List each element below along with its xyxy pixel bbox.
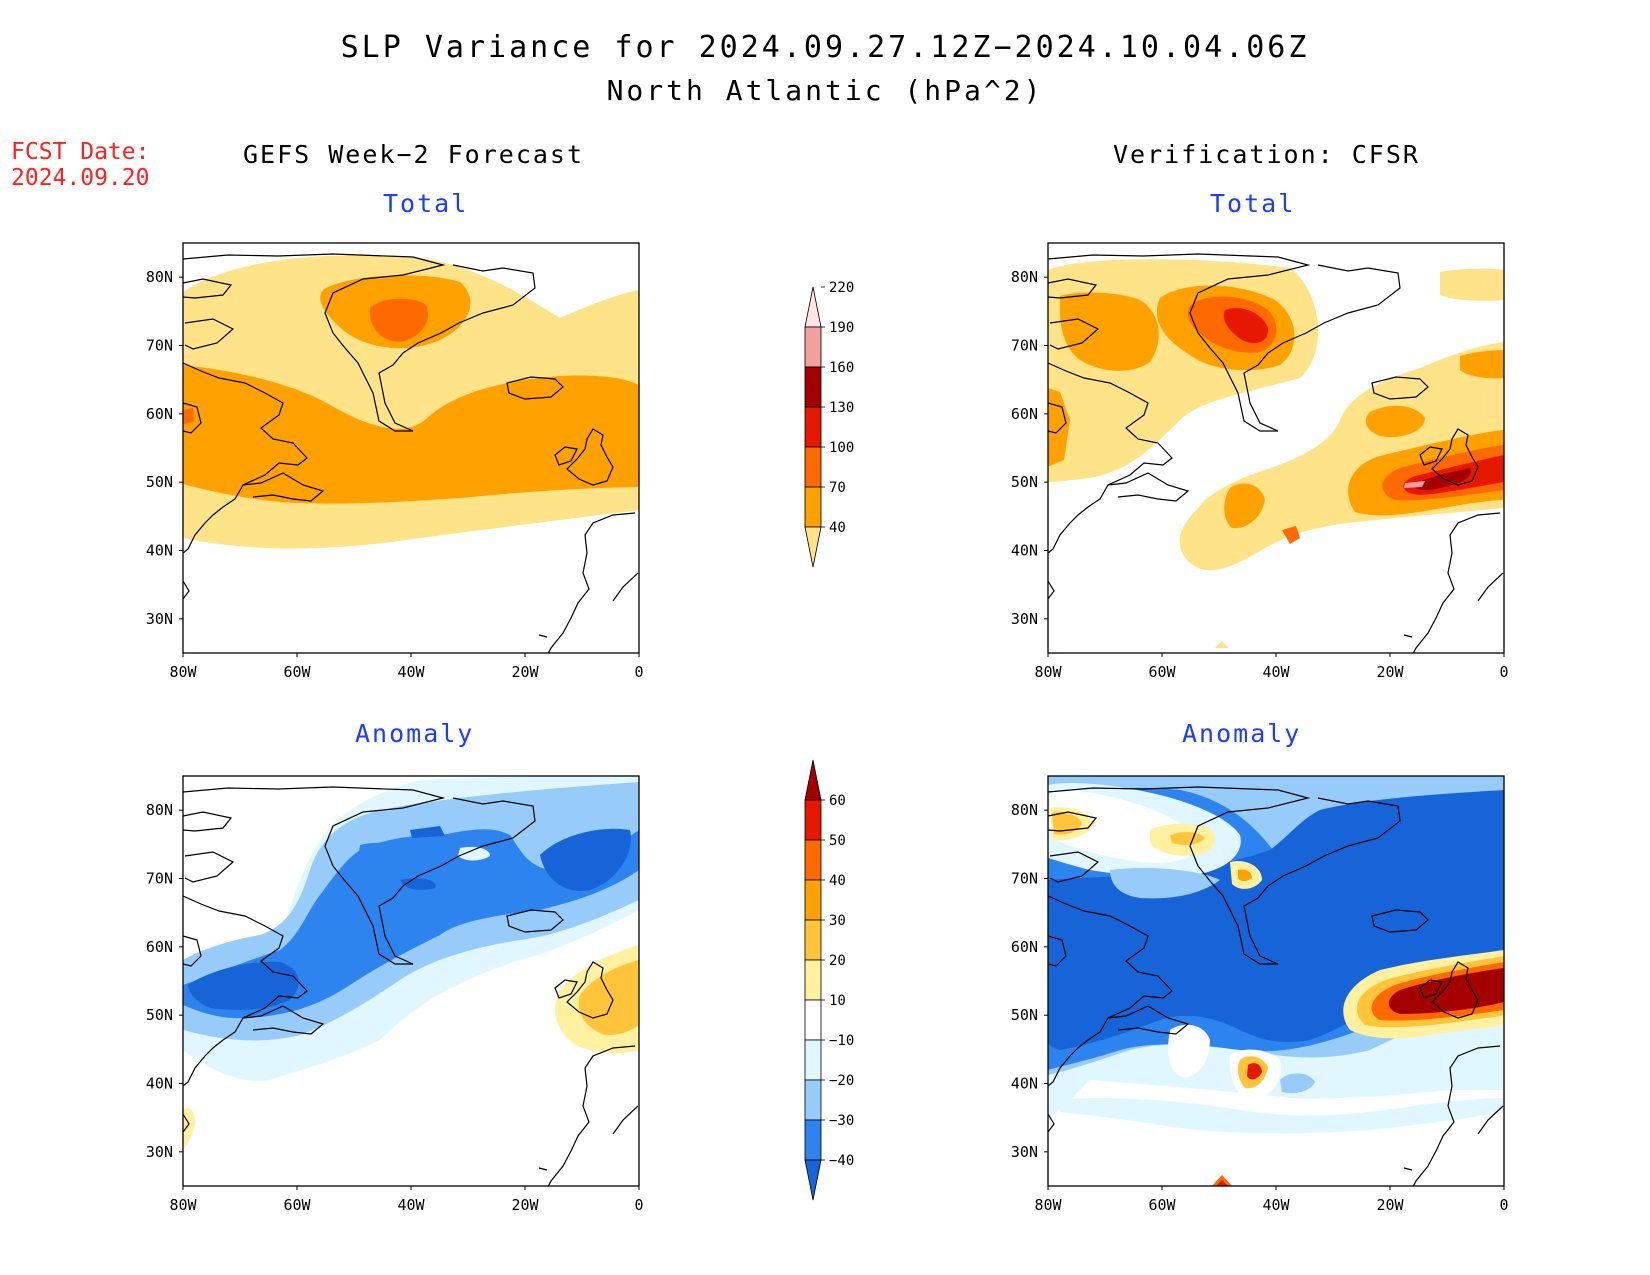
lat-tick-label: 50N bbox=[146, 1006, 173, 1024]
lat-tick-label: 40N bbox=[1011, 542, 1038, 560]
colorbar-segment bbox=[804, 839, 822, 881]
colorbar-total: 40 70 100 130 160 190 220 bbox=[804, 280, 854, 568]
lat-tick-label: 40N bbox=[146, 1075, 173, 1093]
lon-tick-label: 20W bbox=[511, 663, 539, 681]
lon-tick-label: 60W bbox=[283, 663, 311, 681]
lon-tick-label: 40W bbox=[397, 663, 425, 681]
colorbar-level-label: 100 bbox=[829, 440, 854, 456]
colorbar-level-label: 50 bbox=[829, 833, 846, 849]
colorbar-segment bbox=[804, 486, 822, 528]
colorbar-segment bbox=[804, 1039, 822, 1081]
lon-tick-label: 60W bbox=[1148, 1196, 1176, 1214]
fcst-date: 2024.09.20 bbox=[11, 165, 150, 191]
right-anomaly-label: Anomaly bbox=[1182, 719, 1302, 748]
axis-labels: 80W 60W 40W 20W 0 80N 70N 60N 50N 40N 30N 80W 60W 40W… bbox=[146, 268, 1509, 1214]
colorbar-top-triangle bbox=[804, 286, 822, 328]
lat-tick-label: 50N bbox=[1011, 473, 1038, 491]
lon-tick-label: 0 bbox=[1499, 1196, 1508, 1214]
lat-tick-label: 30N bbox=[146, 610, 173, 628]
figure-subtitle: North Atlantic (hPa^2) bbox=[606, 74, 1044, 107]
fcst-date-block: FCST Date: 2024.09.20 bbox=[11, 139, 149, 191]
lat-tick-label: 40N bbox=[146, 542, 173, 560]
colorbar-level-label: −40 bbox=[829, 1153, 854, 1169]
panel-verification-anomaly bbox=[1047, 775, 1505, 1187]
panel-forecast-total bbox=[182, 242, 640, 654]
lon-tick-label: 20W bbox=[1376, 1196, 1404, 1214]
lon-tick-label: 40W bbox=[1262, 663, 1290, 681]
colorbar-level-label: −20 bbox=[829, 1073, 854, 1089]
colorbar-level-label: −30 bbox=[829, 1113, 854, 1129]
figure-title: SLP Variance for 2024.09.27.12Z−2024.10.… bbox=[340, 30, 1310, 65]
colorbar-anomaly: −40 −30 −20 −10 10 20 30 40 50 60 bbox=[804, 759, 854, 1201]
lon-tick-label: 0 bbox=[634, 663, 643, 681]
left-anomaly-label: Anomaly bbox=[355, 719, 475, 748]
lon-tick-label: 20W bbox=[511, 1196, 539, 1214]
lat-tick-label: 30N bbox=[1011, 1143, 1038, 1161]
colorbar-level-label: 20 bbox=[829, 953, 846, 969]
lat-tick-label: 80N bbox=[146, 268, 173, 286]
colorbar-segment bbox=[804, 446, 822, 488]
colorbar-segment bbox=[804, 799, 822, 841]
lat-tick-label: 70N bbox=[146, 870, 173, 888]
lon-tick-label: 40W bbox=[1262, 1196, 1290, 1214]
lat-tick-label: 70N bbox=[1011, 870, 1038, 888]
left-column-title: GEFS Week−2 Forecast bbox=[243, 140, 585, 169]
panel-forecast-anomaly bbox=[182, 775, 640, 1187]
colorbar-segment bbox=[804, 1119, 822, 1161]
lat-tick-label: 80N bbox=[1011, 268, 1038, 286]
lat-tick-label: 60N bbox=[1011, 405, 1038, 423]
lon-tick-label: 80W bbox=[1034, 1196, 1062, 1214]
lat-tick-label: 60N bbox=[1011, 938, 1038, 956]
colorbar-segment bbox=[804, 1079, 822, 1121]
lon-tick-label: 80W bbox=[169, 1196, 197, 1214]
colorbar-level-label: 40 bbox=[829, 520, 846, 536]
colorbar-level-label: 40 bbox=[829, 873, 846, 889]
lon-tick-label: 0 bbox=[634, 1196, 643, 1214]
lat-tick-label: 80N bbox=[146, 801, 173, 819]
lat-tick-label: 40N bbox=[1011, 1075, 1038, 1093]
colorbar-segment bbox=[804, 919, 822, 961]
left-total-label: Total bbox=[383, 189, 469, 218]
colorbar-level-label: 70 bbox=[829, 480, 846, 496]
lat-tick-label: 60N bbox=[146, 938, 173, 956]
colorbar-top-triangle bbox=[804, 759, 822, 801]
right-column-title: Verification: CFSR bbox=[1113, 140, 1420, 169]
panel-verification-total bbox=[1047, 242, 1505, 654]
lon-tick-label: 80W bbox=[1034, 663, 1062, 681]
lat-tick-label: 60N bbox=[146, 405, 173, 423]
colorbar-segment bbox=[804, 366, 822, 408]
colorbar-bottom-triangle bbox=[804, 1159, 822, 1201]
colorbar-level-label: 190 bbox=[829, 320, 854, 336]
colorbar-segment bbox=[804, 406, 822, 448]
lon-tick-label: 80W bbox=[169, 663, 197, 681]
lat-tick-label: 80N bbox=[1011, 801, 1038, 819]
colorbar-segment bbox=[804, 999, 822, 1041]
fcst-label: FCST Date: bbox=[11, 139, 150, 165]
colorbar-level-label: 220 bbox=[829, 280, 854, 296]
lon-tick-label: 60W bbox=[1148, 663, 1176, 681]
lat-tick-label: 70N bbox=[146, 337, 173, 355]
colorbar-segment bbox=[804, 879, 822, 921]
colorbar-bottom-triangle bbox=[804, 526, 822, 568]
lat-tick-label: 70N bbox=[1011, 337, 1038, 355]
colorbar-level-label: 160 bbox=[829, 360, 854, 376]
colorbar-level-label: 10 bbox=[829, 993, 846, 1009]
lon-tick-label: 0 bbox=[1499, 663, 1508, 681]
colorbar-level-label: 60 bbox=[829, 793, 846, 809]
colorbar-segment bbox=[804, 326, 822, 368]
lat-tick-label: 50N bbox=[1011, 1006, 1038, 1024]
colorbar-level-label: 30 bbox=[829, 913, 846, 929]
lat-tick-label: 30N bbox=[146, 1143, 173, 1161]
lon-tick-label: 60W bbox=[283, 1196, 311, 1214]
lon-tick-label: 40W bbox=[397, 1196, 425, 1214]
lat-tick-label: 50N bbox=[146, 473, 173, 491]
lat-tick-label: 30N bbox=[1011, 610, 1038, 628]
lon-tick-label: 20W bbox=[1376, 663, 1404, 681]
colorbar-level-label: −10 bbox=[829, 1033, 854, 1049]
right-total-label: Total bbox=[1210, 189, 1296, 218]
colorbar-level-label: 130 bbox=[829, 400, 854, 416]
colorbar-segment bbox=[804, 959, 822, 1001]
